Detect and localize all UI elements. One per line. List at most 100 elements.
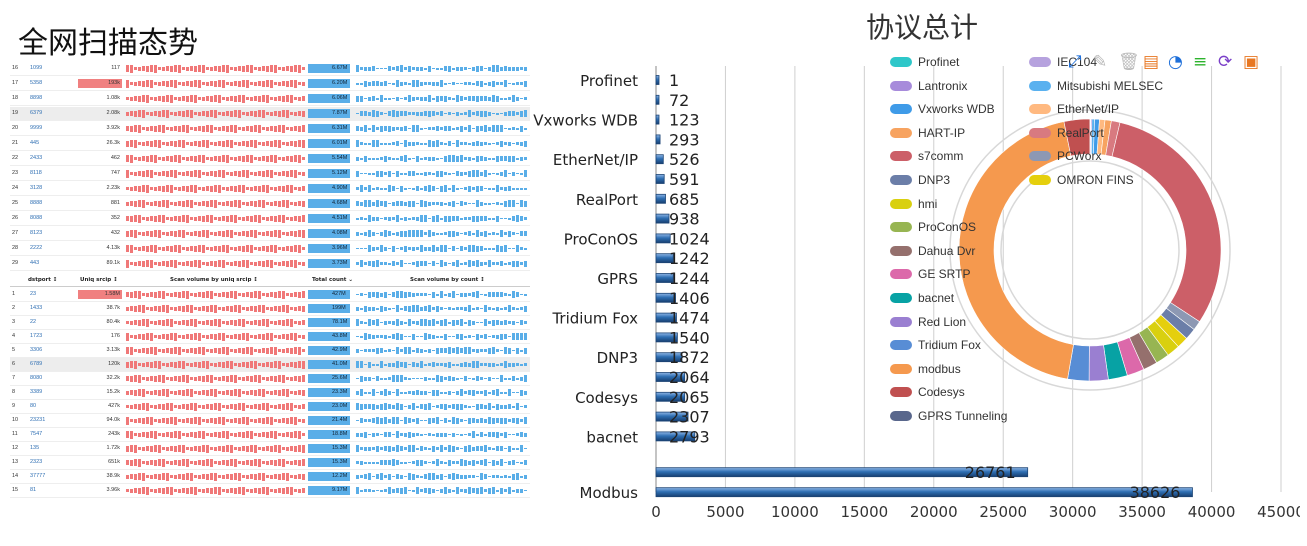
port-link[interactable]: 8118: [30, 170, 42, 176]
table-row[interactable]: 17 5358 193k 6.20M: [10, 77, 530, 91]
y-category-label: Tridium Fox: [551, 310, 638, 328]
table-row[interactable]: 6 6789 120k 41.0M: [10, 358, 530, 372]
trash-icon[interactable]: 🗑: [1118, 52, 1140, 72]
port-link[interactable]: 443: [30, 260, 40, 266]
legend-label: EtherNet/IP: [1057, 102, 1120, 117]
port-link[interactable]: 3128: [30, 185, 43, 191]
sparkline: [356, 360, 528, 369]
table-row[interactable]: 27 8123 432 4.08M: [10, 227, 530, 241]
port-link[interactable]: 1723: [30, 333, 43, 339]
y-category-label: Vxworks WDB: [533, 112, 638, 130]
y-category-label: RealPort: [576, 191, 638, 209]
port-link[interactable]: 7547: [30, 431, 43, 437]
table-row[interactable]: 21 445 26.3k 6.01M: [10, 137, 530, 151]
port-link[interactable]: 9999: [30, 125, 43, 131]
table-row[interactable]: 2 1433 38.7k 199M: [10, 302, 530, 316]
y-category-label: Codesys: [575, 389, 638, 407]
table-row[interactable]: 19 6379 2.08k 7.87M: [10, 107, 530, 121]
port-link[interactable]: 5358: [30, 80, 43, 86]
document-icon[interactable]: ▤: [1143, 52, 1160, 72]
table-row[interactable]: 7 8080 32.2k 25.6M: [10, 372, 530, 386]
port-link[interactable]: 8088: [30, 215, 43, 221]
port-link[interactable]: 6789: [30, 361, 43, 367]
uniq-srcip-value: 117: [111, 65, 120, 71]
table-row[interactable]: 29 443 89.1k 3.73M: [10, 257, 530, 271]
table-row[interactable]: 20 9999 3.92k 6.31M: [10, 122, 530, 136]
port-link[interactable]: 8080: [30, 375, 43, 381]
uniq-srcip-value: 651k: [108, 459, 120, 465]
port-link[interactable]: 3306: [30, 347, 43, 353]
row-index: 25: [12, 200, 19, 206]
column-header-vol_uniq[interactable]: Scan volume by uniq srcip ↕: [170, 277, 258, 283]
x-tick-label: 15000: [840, 503, 888, 521]
port-link[interactable]: 8898: [30, 95, 43, 101]
port-link[interactable]: 135: [30, 445, 40, 451]
table-row[interactable]: 12 135 1.72k 15.3M: [10, 442, 530, 456]
bar: [655, 487, 1193, 498]
column-header-vol_count[interactable]: Scan volume by count ↕: [410, 277, 485, 283]
port-link[interactable]: 8888: [30, 200, 43, 206]
port-link[interactable]: 37777: [30, 473, 46, 479]
port-link[interactable]: 1433: [30, 305, 43, 311]
save-icon[interactable]: ▣: [1243, 52, 1260, 72]
sparkline: [356, 444, 528, 453]
port-link[interactable]: 23231: [30, 417, 46, 423]
table-row[interactable]: 5 3306 3.13k 42.9M: [10, 344, 530, 358]
pencil-icon[interactable]: ✎: [1093, 52, 1108, 72]
port-link[interactable]: 1099: [30, 65, 43, 71]
table-row[interactable]: 16 1099 117 6.67M: [10, 62, 530, 76]
bar-value-label: 526: [669, 150, 700, 169]
table-row[interactable]: 28 2222 4.13k 3.96M: [10, 242, 530, 256]
x-tick-label: 35000: [1118, 503, 1166, 521]
total-bar: [308, 472, 350, 481]
total-count-value: 199M: [332, 305, 346, 311]
table-row[interactable]: 26 8088 352 4.51M: [10, 212, 530, 226]
sparkline: [126, 486, 306, 495]
table-row[interactable]: 25 8888 881 4.68M: [10, 197, 530, 211]
port-link[interactable]: 6379: [30, 110, 43, 116]
table-row[interactable]: 4 1723 176 43.8M: [10, 330, 530, 344]
column-header-total[interactable]: Total count ⌄: [312, 277, 353, 283]
table-row[interactable]: 15 81 3.96k 9.17M: [10, 484, 530, 498]
table-row[interactable]: 22 2433 462 5.54M: [10, 152, 530, 166]
table-row[interactable]: 18 8898 1.08k 6.06M: [10, 92, 530, 106]
port-link[interactable]: 81: [30, 487, 37, 493]
port-link[interactable]: 2323: [30, 459, 43, 465]
refresh-icon[interactable]: ⟳: [1218, 52, 1233, 72]
table-row[interactable]: 23 8118 747 5.12M: [10, 167, 530, 181]
port-link[interactable]: 445: [30, 140, 40, 146]
port-link[interactable]: 3389: [30, 389, 43, 395]
legend-label: HART-IP: [918, 125, 966, 140]
port-link[interactable]: 2433: [30, 155, 43, 161]
table-row[interactable]: 24 3128 2.23k 4.90M: [10, 182, 530, 196]
sparkline: [356, 374, 528, 383]
table-row[interactable]: 14 37777 38.9k 12.2M: [10, 470, 530, 484]
table-row[interactable]: 9 80 427k 23.0M: [10, 400, 530, 414]
port-link[interactable]: 22: [30, 319, 37, 325]
table-row[interactable]: 1 23 1.58M 427M: [10, 288, 530, 302]
legend-swatch: [890, 411, 912, 421]
column-header-port[interactable]: dstport ↕: [28, 277, 58, 283]
bar-value-label: 1: [669, 71, 679, 90]
uniq-bar: [78, 290, 122, 299]
column-header-uniq[interactable]: Uniq srcip ↕: [80, 277, 118, 283]
row-index: 29: [12, 260, 19, 266]
total-count-value: 6.67M: [332, 65, 348, 71]
table-row[interactable]: 13 2323 651k 15.3M: [10, 456, 530, 470]
legend-label: Lantronix: [918, 78, 968, 93]
zoom-icon[interactable]: ⤢: [1068, 52, 1082, 72]
table-row[interactable]: 3 22 80.4k 78.1M: [10, 316, 530, 330]
table-row[interactable]: 11 7547 243k 18.8M: [10, 428, 530, 442]
filter-icon[interactable]: ≡: [1193, 52, 1208, 72]
pie-icon[interactable]: ◔: [1168, 52, 1183, 72]
port-link[interactable]: 80: [30, 403, 37, 409]
sparkline: [356, 304, 528, 313]
port-link[interactable]: 23: [30, 291, 37, 297]
table-row[interactable]: 8 3389 15.2k 23.3M: [10, 386, 530, 400]
table-row[interactable]: 10 23231 94.0k 21.4M: [10, 414, 530, 428]
bar: [655, 352, 683, 363]
port-link[interactable]: 2222: [30, 245, 43, 251]
x-tick-label: 5000: [706, 503, 744, 521]
bar: [655, 431, 696, 442]
port-link[interactable]: 8123: [30, 230, 43, 236]
